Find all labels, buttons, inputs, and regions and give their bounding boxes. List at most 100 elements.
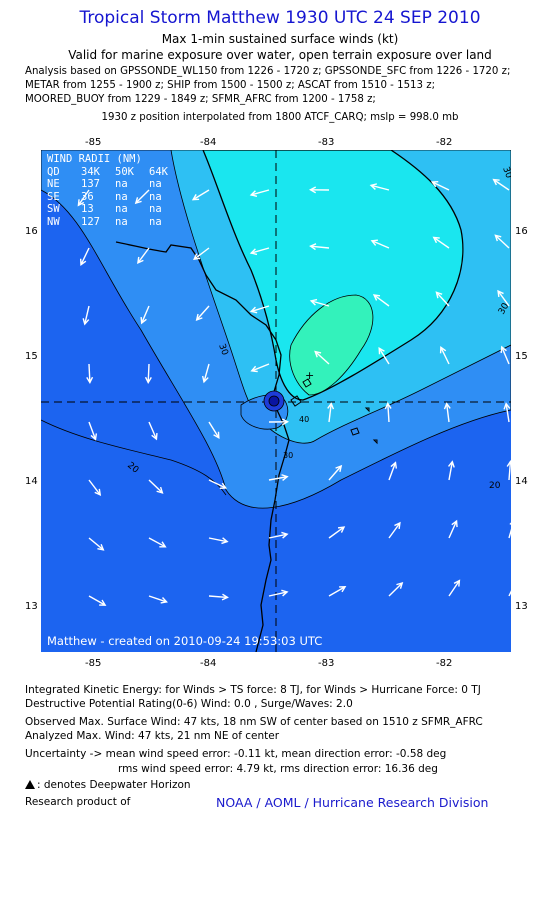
wind-radii-cell: na (115, 215, 128, 228)
wind-arrow-head (384, 402, 392, 410)
wind-arrow (493, 179, 510, 191)
wind-arrow (137, 247, 150, 264)
wind-arrow (192, 189, 210, 201)
wind-arrow-head (451, 519, 458, 528)
contour-label: 30 (500, 166, 511, 180)
wind-arrow-head (249, 190, 258, 197)
wind-radii-cell: 36 (81, 190, 94, 203)
position-note: 1930 z position interpolated from 1800 A… (101, 112, 459, 123)
wind-arrow (88, 421, 97, 440)
wind-arrow-head (151, 432, 158, 441)
wind-arrow (268, 533, 288, 539)
wind-arrow (193, 247, 210, 260)
wind-radii-cell: SE (47, 190, 60, 203)
wind-arrow (328, 586, 346, 597)
wind-arrow (208, 479, 227, 489)
wind-arrow (88, 479, 101, 496)
wind-arrow (251, 305, 270, 313)
wind-arrow-head (281, 531, 289, 539)
wind-arrow (494, 234, 510, 249)
wind-arrow-head (370, 239, 378, 246)
wind-arrow (203, 363, 210, 383)
uncertainty-line-1: Uncertainty -> mean wind speed error: -0… (25, 748, 447, 760)
lat-tick-left: 14 (25, 476, 38, 487)
wind-arrow-head (335, 464, 343, 473)
oil-rig-icon (25, 780, 35, 789)
wind-arrow-head (396, 581, 404, 589)
wind-arrow (497, 290, 510, 307)
lat-tick-right: 15 (515, 351, 528, 362)
wind-arrow-head (453, 579, 461, 587)
lat-tick-right: 16 (515, 226, 528, 237)
analysis-line-1: Analysis based on GPSSONDE_WL150 from 12… (25, 66, 511, 77)
wind-arrow (250, 247, 270, 254)
lat-tick-right: 13 (515, 601, 528, 612)
wind-arrow (373, 294, 390, 307)
wind-radii-cell: na (149, 203, 162, 215)
wind-arrow (440, 347, 450, 365)
wind-arrow (387, 403, 390, 423)
wind-radii-col: 34K (81, 165, 100, 178)
max-wind-marker: + (305, 369, 314, 382)
lat-tick-left: 16 (25, 226, 38, 237)
dpr-line: Destructive Potential Rating(0-6) Wind: … (25, 698, 353, 710)
wind-arrow-head (309, 243, 317, 251)
wind-arrow (448, 520, 458, 539)
wind-arrow (208, 595, 228, 599)
wind-arrow (388, 522, 401, 539)
wind-arrow-head (249, 248, 258, 256)
lat-tick-right: 14 (515, 476, 528, 487)
wind-arrow-head (390, 461, 398, 469)
wind-arrow-head (82, 318, 90, 326)
lon-tick-bottom: -85 (85, 658, 102, 669)
wind-arrow-head (97, 543, 105, 551)
wind-radii-col: 50K (115, 165, 134, 178)
wind-arrow (371, 240, 390, 249)
wind-radii-title: WIND RADII (NM) (47, 153, 142, 165)
wind-arrow-head (90, 433, 98, 441)
wind-arrow (501, 346, 510, 365)
wind-arrow (508, 590, 511, 597)
wind-arrow-head (221, 593, 229, 601)
wind-arrow-head (281, 589, 289, 597)
wind-arrow-head (308, 186, 317, 194)
contour-label: 30 (216, 343, 229, 357)
wind-radii-cell: na (115, 190, 128, 203)
wind-arrow-head (497, 289, 504, 298)
wind-radii-cell: 127 (81, 215, 100, 228)
contour-label: 20 (489, 481, 501, 491)
wind-arrow (77, 189, 90, 206)
noaa-link[interactable]: NOAA / AOML / Hurricane Research Divisio… (216, 795, 489, 810)
wind-arrow-head (213, 431, 220, 439)
wind-arrow (378, 347, 390, 365)
wind-arrow-head (394, 521, 401, 530)
wind-arrow-head (99, 599, 107, 606)
lon-tick-bottom: -84 (200, 658, 217, 669)
wind-arrow (310, 245, 330, 249)
wind-arrow (448, 461, 453, 481)
wind-arrow-head (250, 365, 258, 373)
wind-arrow-head (494, 234, 502, 242)
wind-arrow-head (137, 256, 144, 265)
wind-arrow-head (201, 375, 209, 384)
wind-arrow-head (144, 376, 152, 384)
wind-arrow-head (281, 474, 289, 481)
wind-arrow-head (281, 418, 290, 426)
wind-arrow-head (77, 199, 85, 207)
wind-radii-row: NW 127 na na (47, 216, 168, 229)
wind-arrow (310, 300, 330, 307)
wind-arrow-head (193, 253, 201, 261)
wind-field-map: 30 30 30 20 20 40 30 + (41, 150, 511, 652)
creation-stamp: Matthew - created on 2010-09-24 19:53:03… (47, 634, 323, 648)
wind-radii-cell: na (115, 203, 128, 215)
wind-arrow-head (447, 460, 455, 468)
ike-line: Integrated Kinetic Energy: for Winds > T… (25, 684, 481, 696)
contour-label: 40 (299, 415, 309, 424)
wind-arrow-head (156, 486, 164, 494)
wind-arrow-head (369, 183, 378, 190)
wind-arrow (88, 595, 106, 606)
wind-radii-table: WIND RADII (NM) QD 34K 50K 64K NE 137 na na SE… (47, 153, 168, 228)
wind-arrow-head (94, 488, 102, 496)
lat-tick-left: 13 (25, 601, 38, 612)
wind-arrow-head (134, 197, 142, 205)
